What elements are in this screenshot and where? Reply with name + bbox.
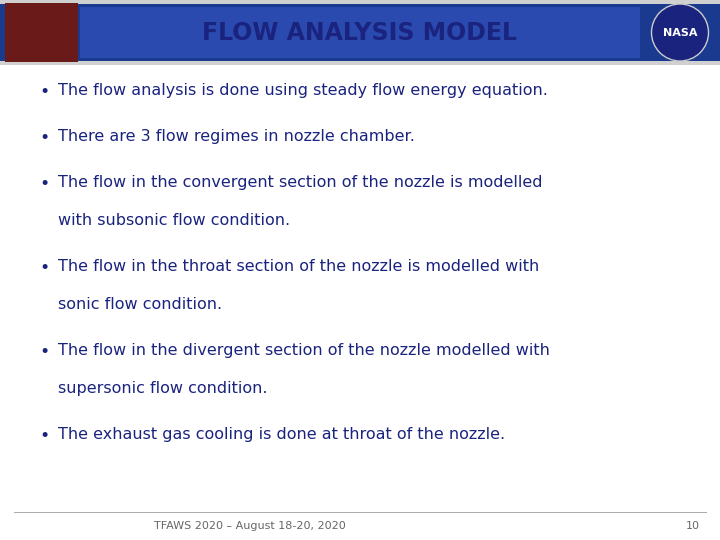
Text: •: •	[40, 259, 50, 277]
Text: There are 3 flow regimes in nozzle chamber.: There are 3 flow regimes in nozzle chamb…	[58, 129, 415, 144]
Bar	[0, 0, 720, 65]
Text: •: •	[40, 175, 50, 193]
Text: The flow in the convergent section of the nozzle is modelled: The flow in the convergent section of th…	[58, 175, 542, 190]
Bar	[0, 4, 720, 61]
Text: •: •	[40, 427, 50, 445]
Text: TFAWS 2020 – August 18-20, 2020: TFAWS 2020 – August 18-20, 2020	[154, 521, 346, 531]
Text: The flow in the throat section of the nozzle is modelled with: The flow in the throat section of the no…	[58, 259, 539, 274]
Text: The flow in the divergent section of the nozzle modelled with: The flow in the divergent section of the…	[58, 343, 550, 358]
Text: •: •	[40, 129, 50, 147]
Text: 10: 10	[686, 521, 700, 531]
Text: sonic flow condition.: sonic flow condition.	[58, 297, 222, 312]
Text: The exhaust gas cooling is done at throat of the nozzle.: The exhaust gas cooling is done at throa…	[58, 427, 505, 442]
Text: The flow analysis is done using steady flow energy equation.: The flow analysis is done using steady f…	[58, 83, 548, 98]
Text: FLOW ANALYSIS MODEL: FLOW ANALYSIS MODEL	[202, 21, 518, 44]
Text: with subsonic flow condition.: with subsonic flow condition.	[58, 213, 290, 228]
Bar	[80, 7, 640, 58]
Text: supersonic flow condition.: supersonic flow condition.	[58, 381, 268, 396]
Circle shape	[652, 4, 708, 61]
Text: •: •	[40, 83, 50, 101]
Text: NASA: NASA	[662, 28, 697, 37]
Polygon shape	[5, 3, 78, 62]
Text: •: •	[40, 343, 50, 361]
